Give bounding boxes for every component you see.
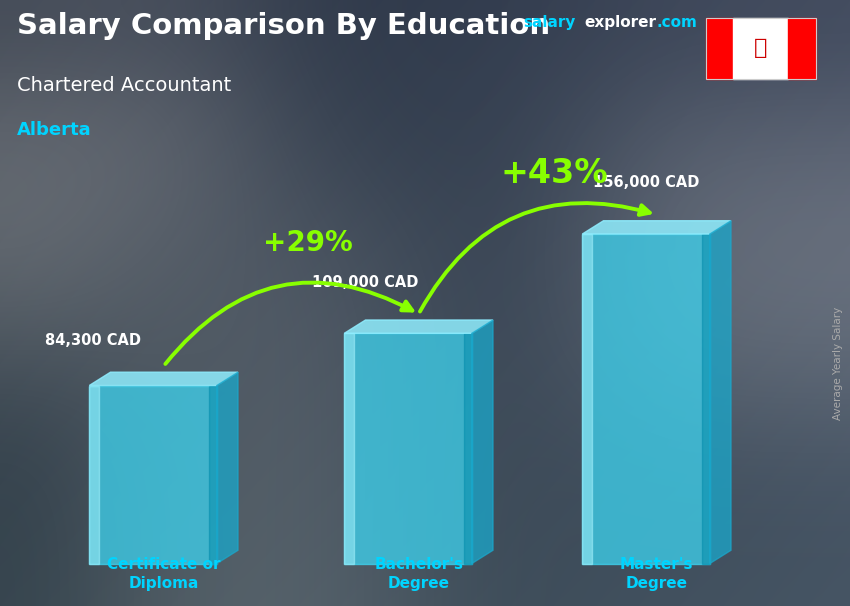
Bar xyxy=(344,333,354,564)
Text: Master's
Degree: Master's Degree xyxy=(620,558,694,591)
Bar xyxy=(706,18,816,79)
Text: +43%: +43% xyxy=(501,157,609,190)
Text: Bachelor's
Degree: Bachelor's Degree xyxy=(374,558,463,591)
Bar xyxy=(706,18,733,79)
Text: Chartered Accountant: Chartered Accountant xyxy=(17,76,231,95)
Text: salary: salary xyxy=(523,15,575,30)
Text: 84,300 CAD: 84,300 CAD xyxy=(46,333,141,348)
Polygon shape xyxy=(472,320,493,564)
Text: 156,000 CAD: 156,000 CAD xyxy=(592,175,700,190)
Bar xyxy=(702,234,710,564)
Text: 🍁: 🍁 xyxy=(754,38,768,59)
Polygon shape xyxy=(344,320,493,333)
Polygon shape xyxy=(582,221,731,234)
Polygon shape xyxy=(89,372,238,385)
Bar xyxy=(464,333,472,564)
Text: Average Yearly Salary: Average Yearly Salary xyxy=(833,307,843,420)
Polygon shape xyxy=(217,372,238,564)
Text: .com: .com xyxy=(656,15,697,30)
Bar xyxy=(788,18,816,79)
Text: Salary Comparison By Education: Salary Comparison By Education xyxy=(17,12,550,40)
Text: 109,000 CAD: 109,000 CAD xyxy=(312,275,419,290)
Bar xyxy=(209,385,217,564)
Text: Alberta: Alberta xyxy=(17,121,92,139)
Bar xyxy=(582,234,710,564)
Text: +29%: +29% xyxy=(264,228,353,256)
Text: explorer: explorer xyxy=(584,15,656,30)
Bar xyxy=(733,18,788,79)
Polygon shape xyxy=(710,221,731,564)
Bar xyxy=(89,385,217,564)
Text: Certificate or
Diploma: Certificate or Diploma xyxy=(107,558,220,591)
Bar xyxy=(582,234,592,564)
Bar xyxy=(89,385,99,564)
Bar xyxy=(344,333,472,564)
